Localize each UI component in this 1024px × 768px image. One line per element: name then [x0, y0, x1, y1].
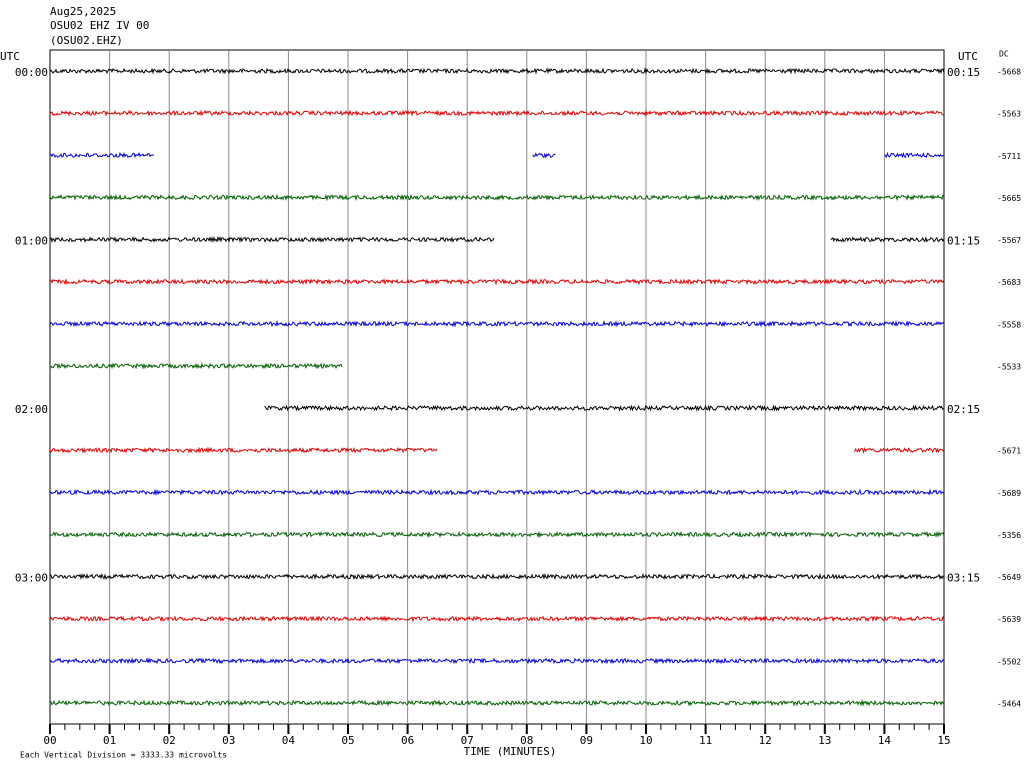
- x-tick-label: 07: [461, 734, 474, 747]
- trace-segment: [49, 277, 945, 286]
- right-time-label: 02:15: [947, 403, 980, 416]
- left-time-label: 03:00: [15, 572, 48, 585]
- trace-segment: [49, 235, 495, 244]
- right-axis-title: UTC: [958, 50, 978, 63]
- dc-value: -5533: [997, 362, 1021, 371]
- x-tick-label: 11: [699, 734, 712, 747]
- left-axis-title: UTC: [0, 50, 20, 63]
- dc-value: -5356: [997, 531, 1021, 540]
- x-tick-label: 05: [341, 734, 354, 747]
- title-station: OSU02 EHZ IV 00: [50, 19, 149, 32]
- trace-segment: [884, 151, 944, 159]
- trace-segment: [854, 446, 945, 454]
- trace-segment: [49, 615, 945, 623]
- x-tick-label: 06: [401, 734, 414, 747]
- right-time-label: 01:15: [947, 235, 980, 248]
- x-tick-label: 02: [163, 734, 176, 747]
- dc-value: -5665: [997, 194, 1021, 203]
- x-tick-label: 14: [878, 734, 892, 747]
- x-tick-label: 10: [639, 734, 652, 747]
- dc-value: -5649: [997, 573, 1021, 582]
- trace-segment: [49, 67, 945, 75]
- trace-segment: [49, 193, 945, 202]
- dc-value: -5671: [997, 447, 1021, 456]
- x-tick-label: 03: [222, 734, 235, 747]
- dc-value: -5668: [997, 68, 1021, 77]
- trace-segment: [49, 488, 945, 497]
- x-tick-label: 15: [937, 734, 950, 747]
- right-time-label: 03:15: [947, 572, 980, 585]
- trace-segment: [830, 236, 945, 243]
- trace-segment: [264, 404, 944, 412]
- trace-segment: [49, 362, 343, 370]
- dc-value: -5639: [997, 615, 1021, 624]
- left-time-label: 00:00: [15, 66, 48, 79]
- x-tick-label: 08: [520, 734, 533, 747]
- left-time-label: 02:00: [15, 403, 48, 416]
- x-tick-label: 13: [818, 734, 831, 747]
- trace-segment: [49, 657, 945, 665]
- trace-segment: [49, 151, 155, 159]
- x-tick-label: 01: [103, 734, 116, 747]
- trace-segment: [49, 109, 944, 117]
- x-tick-label: 00: [43, 734, 56, 747]
- dc-value: -5464: [997, 700, 1021, 709]
- right-time-label: 00:15: [947, 66, 980, 79]
- x-tick-label: 12: [759, 734, 772, 747]
- trace-segment: [49, 530, 945, 539]
- dc-value: -5502: [997, 657, 1021, 666]
- x-tick-label: 09: [580, 734, 593, 747]
- dc-value: -5683: [997, 278, 1021, 287]
- dc-value: -5711: [997, 152, 1021, 161]
- footnote: Each Vertical Division = 3333.33 microvo…: [20, 751, 227, 760]
- plot-frame: [49, 49, 945, 725]
- dc-value: -5563: [997, 110, 1021, 119]
- dc-value: -5689: [997, 489, 1021, 498]
- title-date: Aug25,2025: [50, 5, 116, 18]
- trace-segment: [49, 319, 945, 328]
- left-time-label: 01:00: [15, 235, 48, 248]
- dc-title: DC: [999, 50, 1009, 59]
- trace-segment: [532, 152, 556, 159]
- x-tick-label: 04: [282, 734, 296, 747]
- trace-segment: [49, 572, 945, 581]
- trace-segment: [49, 699, 945, 707]
- dc-value: -5567: [997, 236, 1021, 245]
- x-axis-label: TIME (MINUTES): [464, 745, 557, 758]
- dc-value: -5558: [997, 320, 1021, 329]
- title-channel: (OSU02.EHZ): [50, 34, 123, 47]
- trace-segment: [49, 446, 438, 454]
